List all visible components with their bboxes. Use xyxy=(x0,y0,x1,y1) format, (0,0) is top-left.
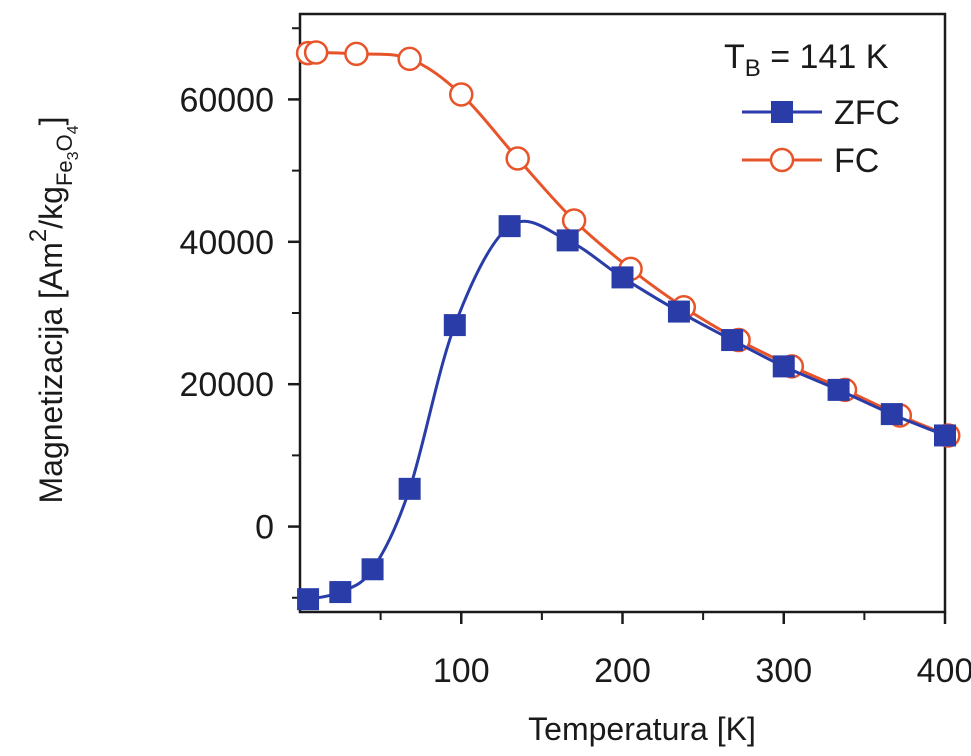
zfc-point xyxy=(297,588,320,611)
fc-point xyxy=(344,41,369,67)
fc-point xyxy=(449,82,474,107)
zfc-point xyxy=(498,215,521,238)
legend: ZFC FC xyxy=(742,94,900,180)
zfc-point xyxy=(721,329,744,352)
zfc-point xyxy=(667,300,690,323)
x-axis-title: Temperatura [K] xyxy=(528,711,756,747)
x-tick-label: 400 xyxy=(917,652,971,690)
blocking-temperature-annotation: TB = 141 K xyxy=(724,38,889,82)
legend-zfc-marker xyxy=(771,101,793,123)
y-tick-label: 20000 xyxy=(179,366,274,404)
zfc-point xyxy=(443,314,466,337)
axis-tick-labels: 100 200 300 400 0 20000 40000 60000 xyxy=(179,81,971,690)
y-tick-label: 40000 xyxy=(179,224,274,262)
fc-point xyxy=(397,46,422,72)
y-axis-title: Magnetizacija [Am2/kgFe3O4] xyxy=(25,117,82,504)
x-tick-label: 200 xyxy=(594,652,651,690)
x-tick-label: 100 xyxy=(433,652,490,690)
y-tick-label: 60000 xyxy=(179,81,274,119)
legend-zfc-label: ZFC xyxy=(834,94,900,132)
legend-fc-label: FC xyxy=(834,142,879,180)
zfc-point xyxy=(611,266,634,289)
series-group xyxy=(295,40,961,611)
zfc-point xyxy=(880,403,903,426)
fc-point xyxy=(303,40,329,65)
zfc-point xyxy=(934,424,956,447)
x-tick-label: 300 xyxy=(755,652,812,690)
zfc-point xyxy=(361,558,384,581)
fc-point xyxy=(561,208,587,233)
zfc-point xyxy=(398,477,421,500)
zfc-point xyxy=(827,378,850,401)
fc-point xyxy=(505,146,530,171)
zfc-point xyxy=(772,355,795,378)
y-tick-label: 0 xyxy=(255,509,274,547)
legend-fc-marker xyxy=(769,147,795,173)
axis-ticks xyxy=(288,27,947,624)
zfc-point xyxy=(329,581,352,604)
zfc-point xyxy=(556,229,579,252)
